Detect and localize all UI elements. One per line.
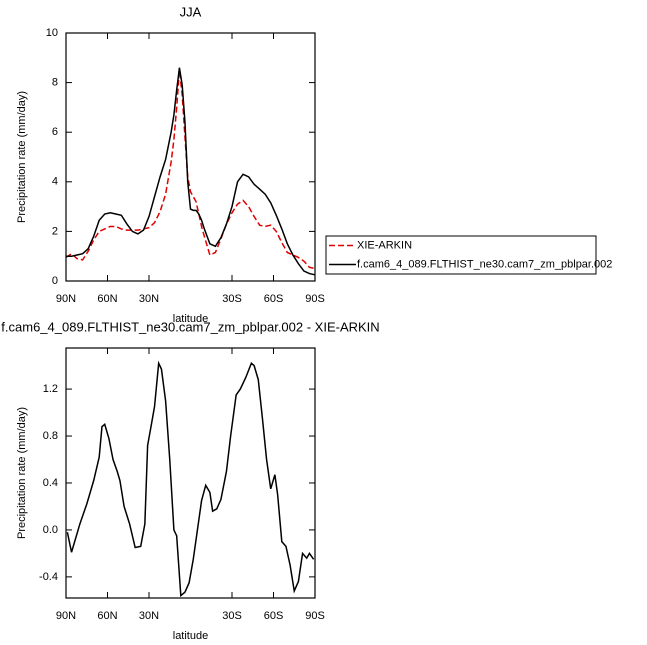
y-tick-label: 4 [52, 176, 58, 188]
y-tick-label: 10 [46, 27, 58, 39]
y-tick-label: 8 [52, 77, 58, 89]
y-tick-label: 2 [52, 225, 58, 237]
data-line [66, 360, 315, 598]
x-tick-label: 60S [264, 610, 284, 622]
x-tick-label: 30N [139, 293, 159, 305]
y-axis-label: Precipitation rate (mm/day) [16, 407, 28, 539]
plot-frame [65, 32, 316, 282]
legend-frame [325, 235, 597, 275]
x-tick-label: 90S [305, 610, 325, 622]
x-tick-label: 90N [56, 610, 76, 622]
y-axis-label: Precipitation rate (mm/day) [16, 91, 28, 223]
x-tick-label: 30S [222, 293, 242, 305]
x-tick-label: 90S [305, 293, 325, 305]
y-tick-label: 6 [52, 126, 58, 138]
x-tick-label: 60N [97, 610, 117, 622]
x-axis-label: latitude [173, 313, 208, 325]
x-tick-label: 90N [56, 293, 76, 305]
chart-title: f.cam6_4_089.FLTHIST_ne30.cam7_zm_pblpar… [1, 319, 379, 334]
x-tick-label: 60S [264, 293, 284, 305]
y-tick-label: -0.4 [39, 571, 58, 583]
x-tick-label: 30N [139, 610, 159, 622]
x-tick-label: 60N [97, 293, 117, 305]
y-tick-label: 1.2 [43, 383, 58, 395]
legend-label: XIE-ARKIN [357, 239, 412, 251]
data-line [66, 67, 316, 276]
data-line [65, 70, 316, 270]
x-axis-label: latitude [173, 630, 208, 642]
y-tick-label: 0.0 [43, 524, 58, 536]
y-tick-label: 0.4 [43, 477, 58, 489]
plot-frame [65, 347, 316, 599]
legend-label: f.cam6_4_089.FLTHIST_ne30.cam7_zm_pblpar… [357, 258, 612, 270]
y-tick-label: 0 [52, 275, 58, 287]
chart-title: JJA [180, 4, 202, 19]
x-tick-label: 30S [222, 610, 242, 622]
y-tick-label: 0.8 [43, 430, 58, 442]
